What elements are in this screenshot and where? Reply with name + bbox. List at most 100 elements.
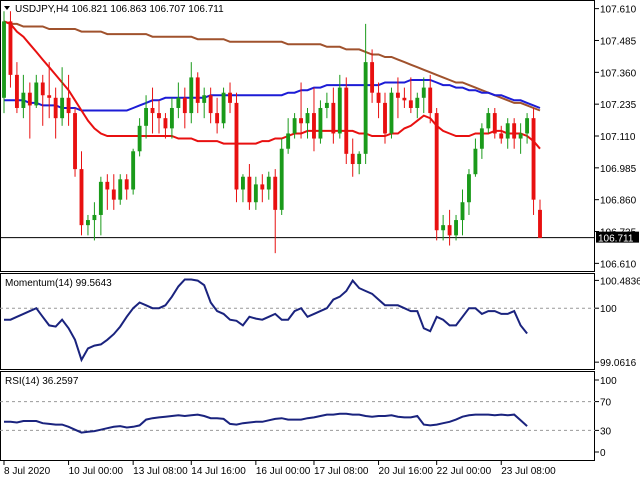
candle (53, 87, 58, 139)
candle (73, 107, 77, 177)
candle-body (447, 225, 452, 236)
candle (467, 169, 471, 215)
price-tick-label: 107.235 (600, 100, 637, 111)
momentum-tick-label: 100 (600, 304, 617, 315)
candle (163, 113, 168, 139)
candle-body (21, 92, 26, 108)
candle-body (531, 118, 536, 200)
price-axis: 107.610 107.485 107.360 107.235 107.110 106.9… (595, 5, 637, 270)
candle (86, 214, 90, 236)
candle-body (363, 62, 368, 154)
dropdown-arrow-icon[interactable] (4, 6, 10, 10)
candle-body (182, 97, 187, 114)
candle-body (331, 102, 336, 134)
candle (454, 214, 458, 241)
momentum-panel[interactable] (0, 278, 595, 363)
candle-body (202, 95, 207, 103)
candle-body (324, 102, 329, 108)
candle-body (415, 97, 420, 108)
candle-body (8, 21, 13, 75)
candle (182, 87, 187, 129)
candle-body (286, 133, 291, 149)
momentum-line (4, 278, 528, 363)
candle-body (350, 153, 355, 165)
moving-averages (3, 20, 541, 150)
candle (312, 87, 316, 152)
candle-body (2, 21, 6, 98)
price-panel[interactable] (0, 11, 595, 254)
candle (286, 118, 291, 154)
candle-body (460, 202, 465, 221)
candle-body (473, 148, 478, 175)
candle-body (131, 151, 136, 190)
candle-body (176, 97, 181, 108)
ma-blue-line (4, 79, 541, 112)
candle-body (253, 184, 258, 203)
time-tick-label: 16 Jul 00:00 (256, 466, 311, 477)
candle (428, 74, 433, 124)
candle-body (486, 113, 491, 129)
candle-body (428, 87, 433, 114)
time-tick-label: 17 Jul 08:00 (314, 466, 369, 477)
candle (363, 23, 368, 165)
candle-body (467, 174, 471, 203)
rsi-tick-label: 70 (600, 398, 612, 409)
candle-body (402, 97, 407, 101)
candle (176, 82, 181, 119)
candle (92, 202, 97, 241)
candle-body (337, 87, 342, 134)
candle (21, 74, 26, 119)
candle (434, 107, 439, 241)
rsi-panel[interactable] (0, 401, 595, 434)
candle-body (266, 176, 271, 190)
momentum-tick-label: 100.4836 (600, 276, 640, 287)
candle-body (163, 118, 168, 129)
candle (266, 171, 271, 200)
candle-body (157, 113, 161, 119)
candle-body (273, 176, 278, 210)
candle (492, 107, 497, 139)
momentum-tick-label: 99.0616 (600, 358, 637, 369)
candle-body (92, 214, 97, 221)
candle (260, 174, 265, 203)
candle-body (40, 82, 45, 96)
candle-body (98, 181, 103, 215)
candle (421, 77, 426, 114)
candle-body (518, 133, 523, 139)
time-tick-label: 22 Jul 00:00 (437, 466, 492, 477)
momentum-axis: 100.4836 100 99.0616 (595, 276, 640, 369)
candle (538, 199, 542, 238)
price-panel-frame (0, 0, 595, 272)
candle (221, 87, 226, 129)
candle-body (505, 123, 510, 139)
candle-body (344, 87, 349, 154)
candle-body (421, 87, 426, 98)
main-chart-title: USDJPY,H4 106.821 106.863 106.707 106.71… (15, 4, 224, 15)
candle-body (150, 107, 155, 114)
candle (402, 87, 407, 108)
candle (408, 77, 413, 114)
candle (137, 118, 142, 157)
candle-body (228, 92, 232, 103)
candle (518, 123, 523, 154)
candle (157, 100, 161, 134)
candle (79, 151, 84, 236)
last-price-tag-text: 106.711 (598, 234, 634, 245)
candle-body (479, 128, 484, 149)
candle-body (538, 209, 542, 238)
candle (324, 92, 329, 119)
candle (279, 138, 284, 215)
candle (34, 74, 39, 108)
candle (292, 113, 297, 139)
candle (111, 174, 116, 210)
candle (144, 95, 149, 139)
candle (8, 11, 13, 88)
candles (2, 11, 542, 254)
price-tick-label: 106.860 (600, 196, 637, 207)
candle-body (383, 102, 387, 134)
last-price-tag-bg (596, 231, 639, 243)
rsi-line (4, 412, 528, 434)
candle (305, 107, 310, 139)
candle-body (395, 92, 400, 98)
